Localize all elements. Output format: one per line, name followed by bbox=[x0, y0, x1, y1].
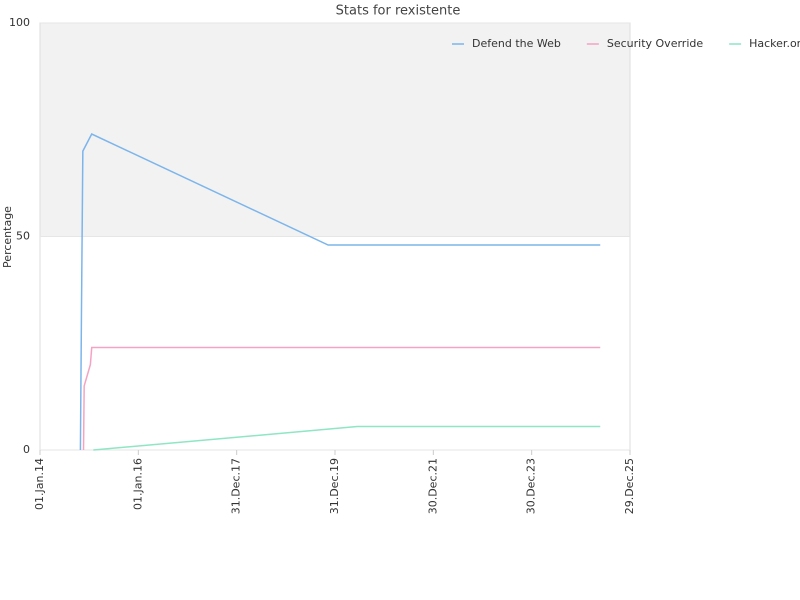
line-series bbox=[82, 346, 601, 451]
x-tick-label: 31.Dec.19 bbox=[328, 458, 341, 514]
x-tick-label: 31.Dec.17 bbox=[230, 458, 243, 514]
y-tick-label: 100 bbox=[9, 16, 30, 29]
x-tick-label: 29.Dec.25 bbox=[623, 458, 636, 514]
line-series bbox=[93, 425, 601, 451]
chart-title: Stats for rexistente bbox=[336, 4, 461, 19]
y-tick-label: 50 bbox=[16, 230, 30, 243]
x-tick-label: 01.Jan.16 bbox=[131, 458, 144, 510]
line-series bbox=[79, 133, 601, 451]
y-axis-label: Percentage bbox=[1, 206, 14, 268]
legend-label: Security Override bbox=[607, 37, 703, 50]
legend-label: Hacker.org bbox=[749, 37, 800, 50]
legend-label: Defend the Web bbox=[472, 37, 561, 50]
x-tick-label: 30.Dec.21 bbox=[426, 458, 439, 514]
x-tick-label: 30.Dec.23 bbox=[525, 458, 538, 514]
y-tick-label: 0 bbox=[23, 443, 30, 456]
grid-band bbox=[40, 23, 630, 237]
x-tick-label: 01.Jan.14 bbox=[33, 458, 46, 510]
legend: Defend the Web Security Override Hacker.or… bbox=[452, 37, 800, 50]
